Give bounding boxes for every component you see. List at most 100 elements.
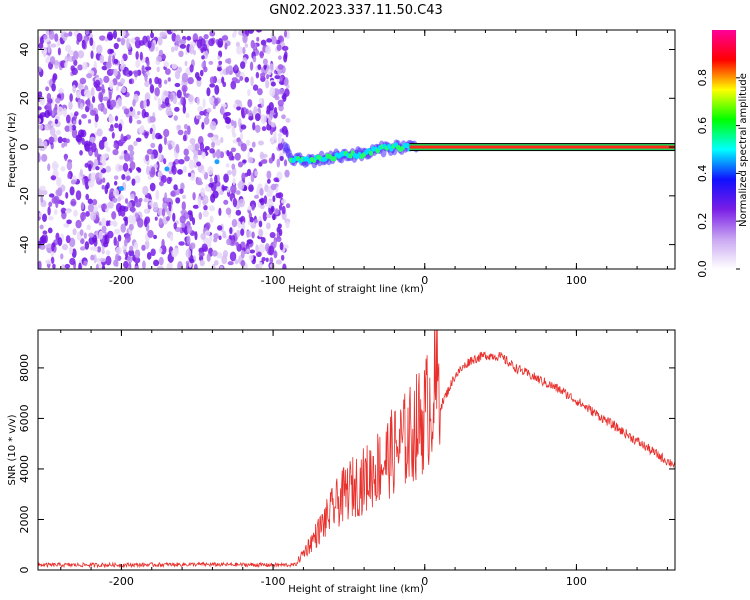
spectrogram-noise-cell (133, 256, 141, 264)
spectrogram-noise-cell (107, 230, 114, 239)
spectrogram-noise-cell (138, 126, 145, 134)
spectrogram-noise-cell (240, 259, 246, 267)
spectrogram-noise-cell (77, 64, 83, 71)
spectrogram-noise-cell (139, 51, 143, 61)
spectrogram-noise-cell (90, 87, 95, 97)
spectrogram-noise-cell (130, 205, 136, 213)
spectrogram-noise-cell (198, 251, 205, 257)
spectrogram-noise-cell (99, 257, 106, 263)
spectrogram-noise-cell (83, 232, 87, 239)
spectrogram-noise-cell (144, 131, 149, 139)
spectrogram-noise-cell (75, 90, 82, 99)
spectrogram-noise-cell (96, 128, 103, 137)
spectrogram-noise-cell (225, 207, 232, 215)
spectrogram-noise-cell (223, 199, 229, 205)
spectrogram-noise-cell (83, 260, 88, 267)
spectrogram-noise-cell (113, 68, 118, 77)
spectrogram-noise-cell (285, 203, 291, 209)
spectrogram-frame (37, 29, 676, 270)
spectrogram-noise-cell (48, 201, 53, 208)
spectrogram-noise-cell (89, 136, 96, 143)
spectrogram-noise-cell (194, 231, 198, 241)
y-tick-label: -20 (18, 187, 31, 205)
spectrogram-noise-cell (243, 185, 248, 192)
spectrogram-noise-cell (284, 169, 290, 178)
spectrogram-noise-cell (60, 207, 67, 214)
spectrogram-noise-cell (258, 229, 263, 238)
spectrogram-noise-cell (279, 155, 284, 162)
spectrogram-noise-cell (238, 217, 244, 222)
spectrogram-noise-cell (125, 170, 131, 176)
spectrogram-noise-cell (77, 50, 85, 59)
spectrogram-noise-cell (158, 143, 163, 154)
spectrogram-noise-cell (96, 153, 101, 163)
spectrogram-noise-cell (39, 185, 46, 191)
spectrogram-noise-cell (282, 92, 287, 103)
spectrogram-noise-cell (185, 248, 192, 258)
spectrogram-noise-cell (132, 70, 139, 75)
spectrogram-noise-cell (105, 61, 112, 69)
spectrogram-noise-cell (196, 96, 200, 106)
spectrogram-noise-cell (199, 259, 205, 267)
spectrogram-noise-cell (274, 74, 281, 80)
spectrogram-noise-cell (211, 141, 216, 148)
spectrogram-noise-cell (56, 106, 64, 116)
spectrogram-noise-cell (144, 92, 151, 102)
spectrogram-noise-cell (246, 248, 251, 253)
spectrogram-noise-cell (39, 224, 44, 230)
spectrogram-noise-cell (240, 228, 245, 236)
spectrogram-noise-cell (220, 136, 224, 144)
spectrogram-noise-cell (220, 106, 225, 115)
spectrogram-noise-cell (77, 82, 82, 90)
spectrogram-noise-cell (68, 246, 73, 255)
y-tick-label: 20 (18, 91, 31, 105)
spectrogram-noise-cell (134, 175, 141, 184)
spectrogram-noise-cell (198, 212, 203, 220)
spectrogram-noise-cell (128, 70, 133, 76)
spectrogram-noise-cell (157, 170, 163, 177)
spectrogram-noise-cell (101, 65, 108, 71)
spectrogram-noise-cell (39, 36, 45, 45)
spectrogram-noise-cell (146, 148, 154, 155)
spectrogram-noise-cell (120, 37, 126, 46)
spectrogram-noise-cell (254, 170, 259, 177)
spectrogram-noise-cell (194, 143, 200, 152)
snr-marks (38, 330, 675, 569)
spectrogram-noise-cell (107, 201, 114, 209)
spectrogram-noise-cell (277, 88, 285, 95)
spectrogram-noise-cell (38, 152, 41, 163)
spectrogram-noise-cell (203, 205, 208, 211)
spectrogram-noise-cell (87, 180, 95, 188)
spectrogram-noise-cell (155, 46, 159, 52)
spectrogram-noise-cell (132, 99, 136, 107)
spectrogram-noise-cell (101, 217, 107, 227)
spectrogram-noise-cell (98, 139, 105, 150)
spectrogram-noise-cell (78, 262, 82, 269)
spectrogram-noise-cell (122, 162, 129, 172)
y-tick-label: 4000 (18, 455, 31, 483)
spectrogram-noise-cell (93, 158, 99, 167)
spectrogram-noise-cell (81, 137, 85, 145)
spectrogram-noise-cell (234, 152, 241, 161)
spectrogram-noise-cell (155, 189, 160, 200)
spectrogram-noise-cell (203, 33, 209, 40)
spectrogram-noise-cell (209, 121, 217, 131)
spectrogram-noise-cell (43, 140, 48, 150)
spectrogram-noise-cell (226, 238, 232, 246)
spectrogram-noise-cell (102, 96, 109, 102)
spectrogram-noise-cell (216, 252, 223, 259)
spectrogram-noise-cell (236, 106, 241, 111)
spectrogram-noise-cell (79, 229, 84, 236)
spectrogram-noise-cell (281, 114, 286, 120)
spectrogram-noise-cell (211, 250, 218, 257)
spectrogram-noise-cell (51, 83, 56, 92)
spectrogram-noise-cell (247, 89, 251, 97)
spectrogram-noise-cell (259, 188, 264, 196)
spectrogram-noise-cell (101, 249, 105, 255)
spectrogram-noise-cell (277, 55, 282, 60)
spectrogram-noise-cell (256, 251, 262, 258)
spectrogram-noise-cell (177, 129, 184, 136)
spectrogram-noise-cell (45, 243, 52, 248)
spectrogram-noise-cell (251, 204, 255, 210)
spectrogram-noise-cell (154, 87, 160, 97)
